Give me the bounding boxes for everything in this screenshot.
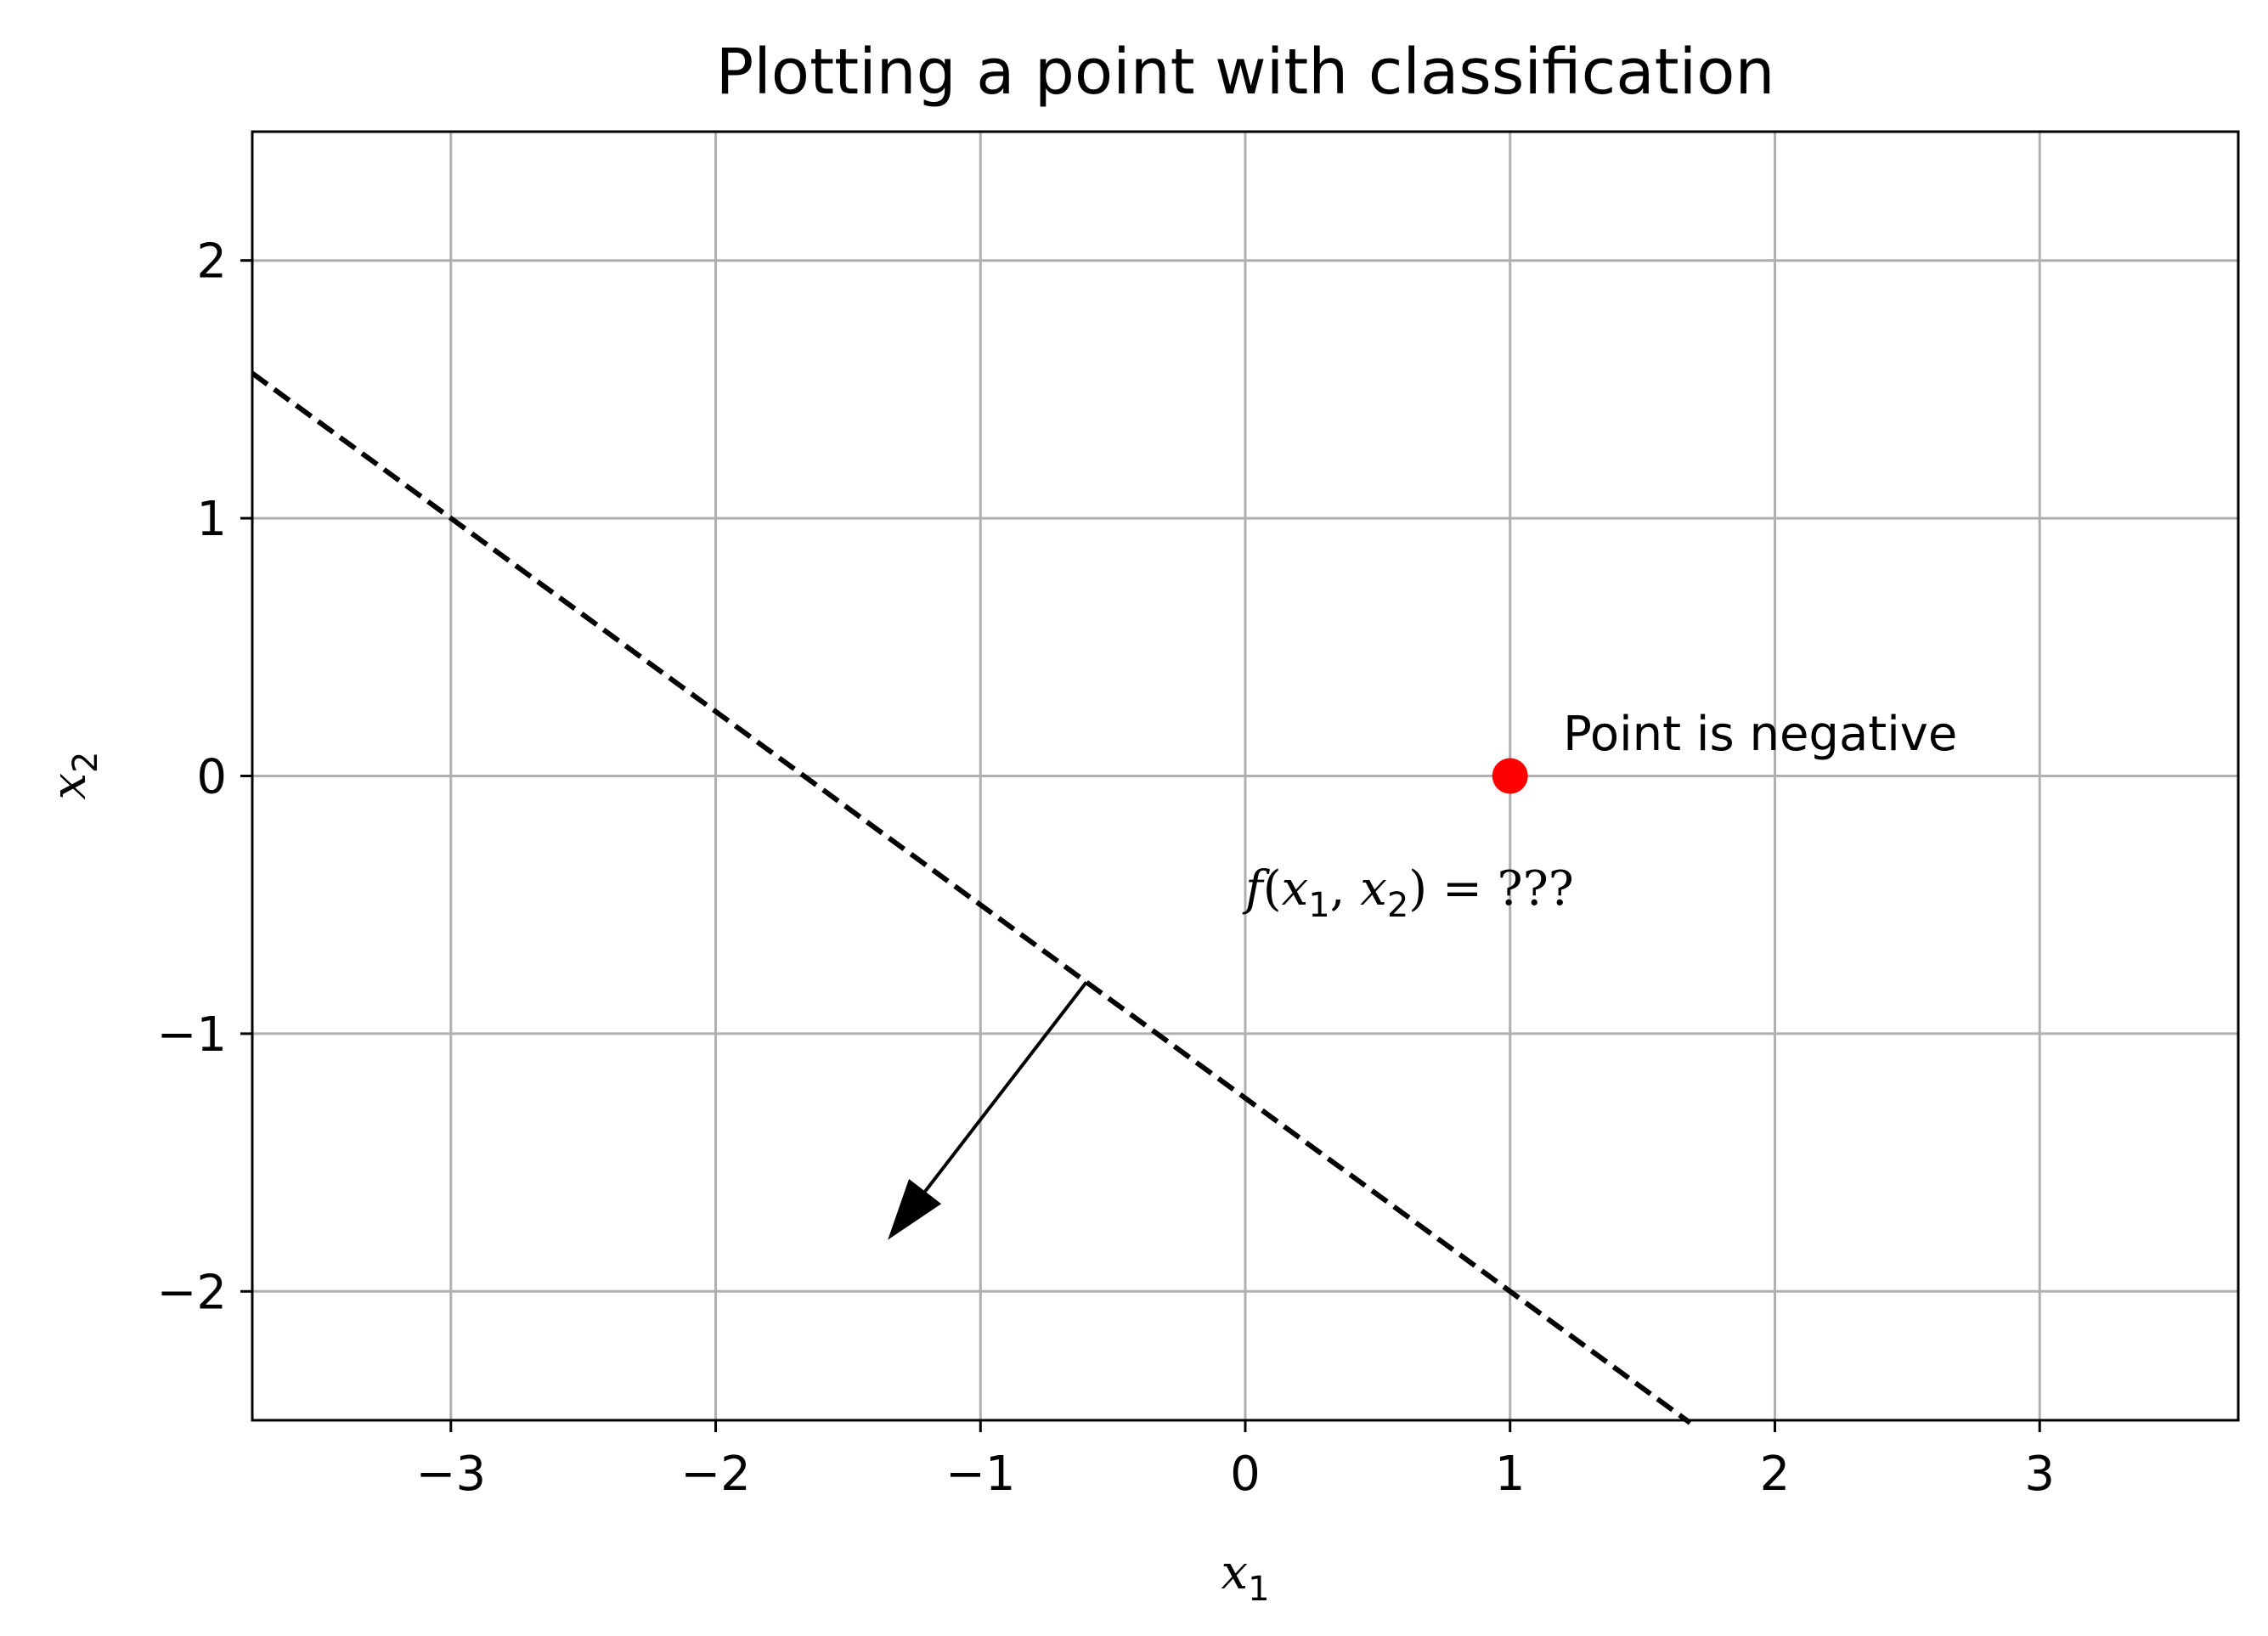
grid (252, 132, 2238, 1420)
x-tick-label: 3 (2024, 1447, 2055, 1502)
y-ticks: −2 −1 0 1 2 (156, 234, 252, 1320)
boundary-layer (251, 371, 1692, 1425)
y-tick-label: 1 (196, 492, 227, 547)
decision-boundary (251, 371, 1692, 1425)
x-tick-label: −2 (680, 1447, 751, 1502)
normal-arrow-shaft (923, 980, 1088, 1193)
normal-arrow-head (888, 1178, 942, 1240)
y-axis-label: x2 (42, 751, 105, 799)
x-tick-label: 1 (1495, 1447, 1526, 1502)
x-tick-label: −3 (416, 1447, 487, 1502)
chart-title: Plotting a point with classification (716, 36, 1775, 109)
x-ticks: −3 −2 −1 0 1 2 3 (416, 1420, 2055, 1502)
x-axis-label: x1 (1221, 1545, 1269, 1609)
y-tick-label: −1 (156, 1007, 227, 1063)
y-tick-label: −2 (156, 1265, 227, 1320)
classified-point (1492, 758, 1528, 794)
x-tick-label: −1 (945, 1447, 1016, 1502)
point-layer (1492, 758, 1528, 794)
y-tick-label: 2 (196, 234, 227, 290)
x-tick-label: 0 (1230, 1447, 1261, 1502)
x-tick-label: 2 (1760, 1447, 1791, 1502)
y-tick-label: 0 (196, 750, 227, 805)
arrow-layer (888, 980, 1088, 1240)
point-label: Point is negative (1563, 707, 1957, 762)
formula-annotation: f(x1, x2) = ??? (1242, 861, 1574, 925)
